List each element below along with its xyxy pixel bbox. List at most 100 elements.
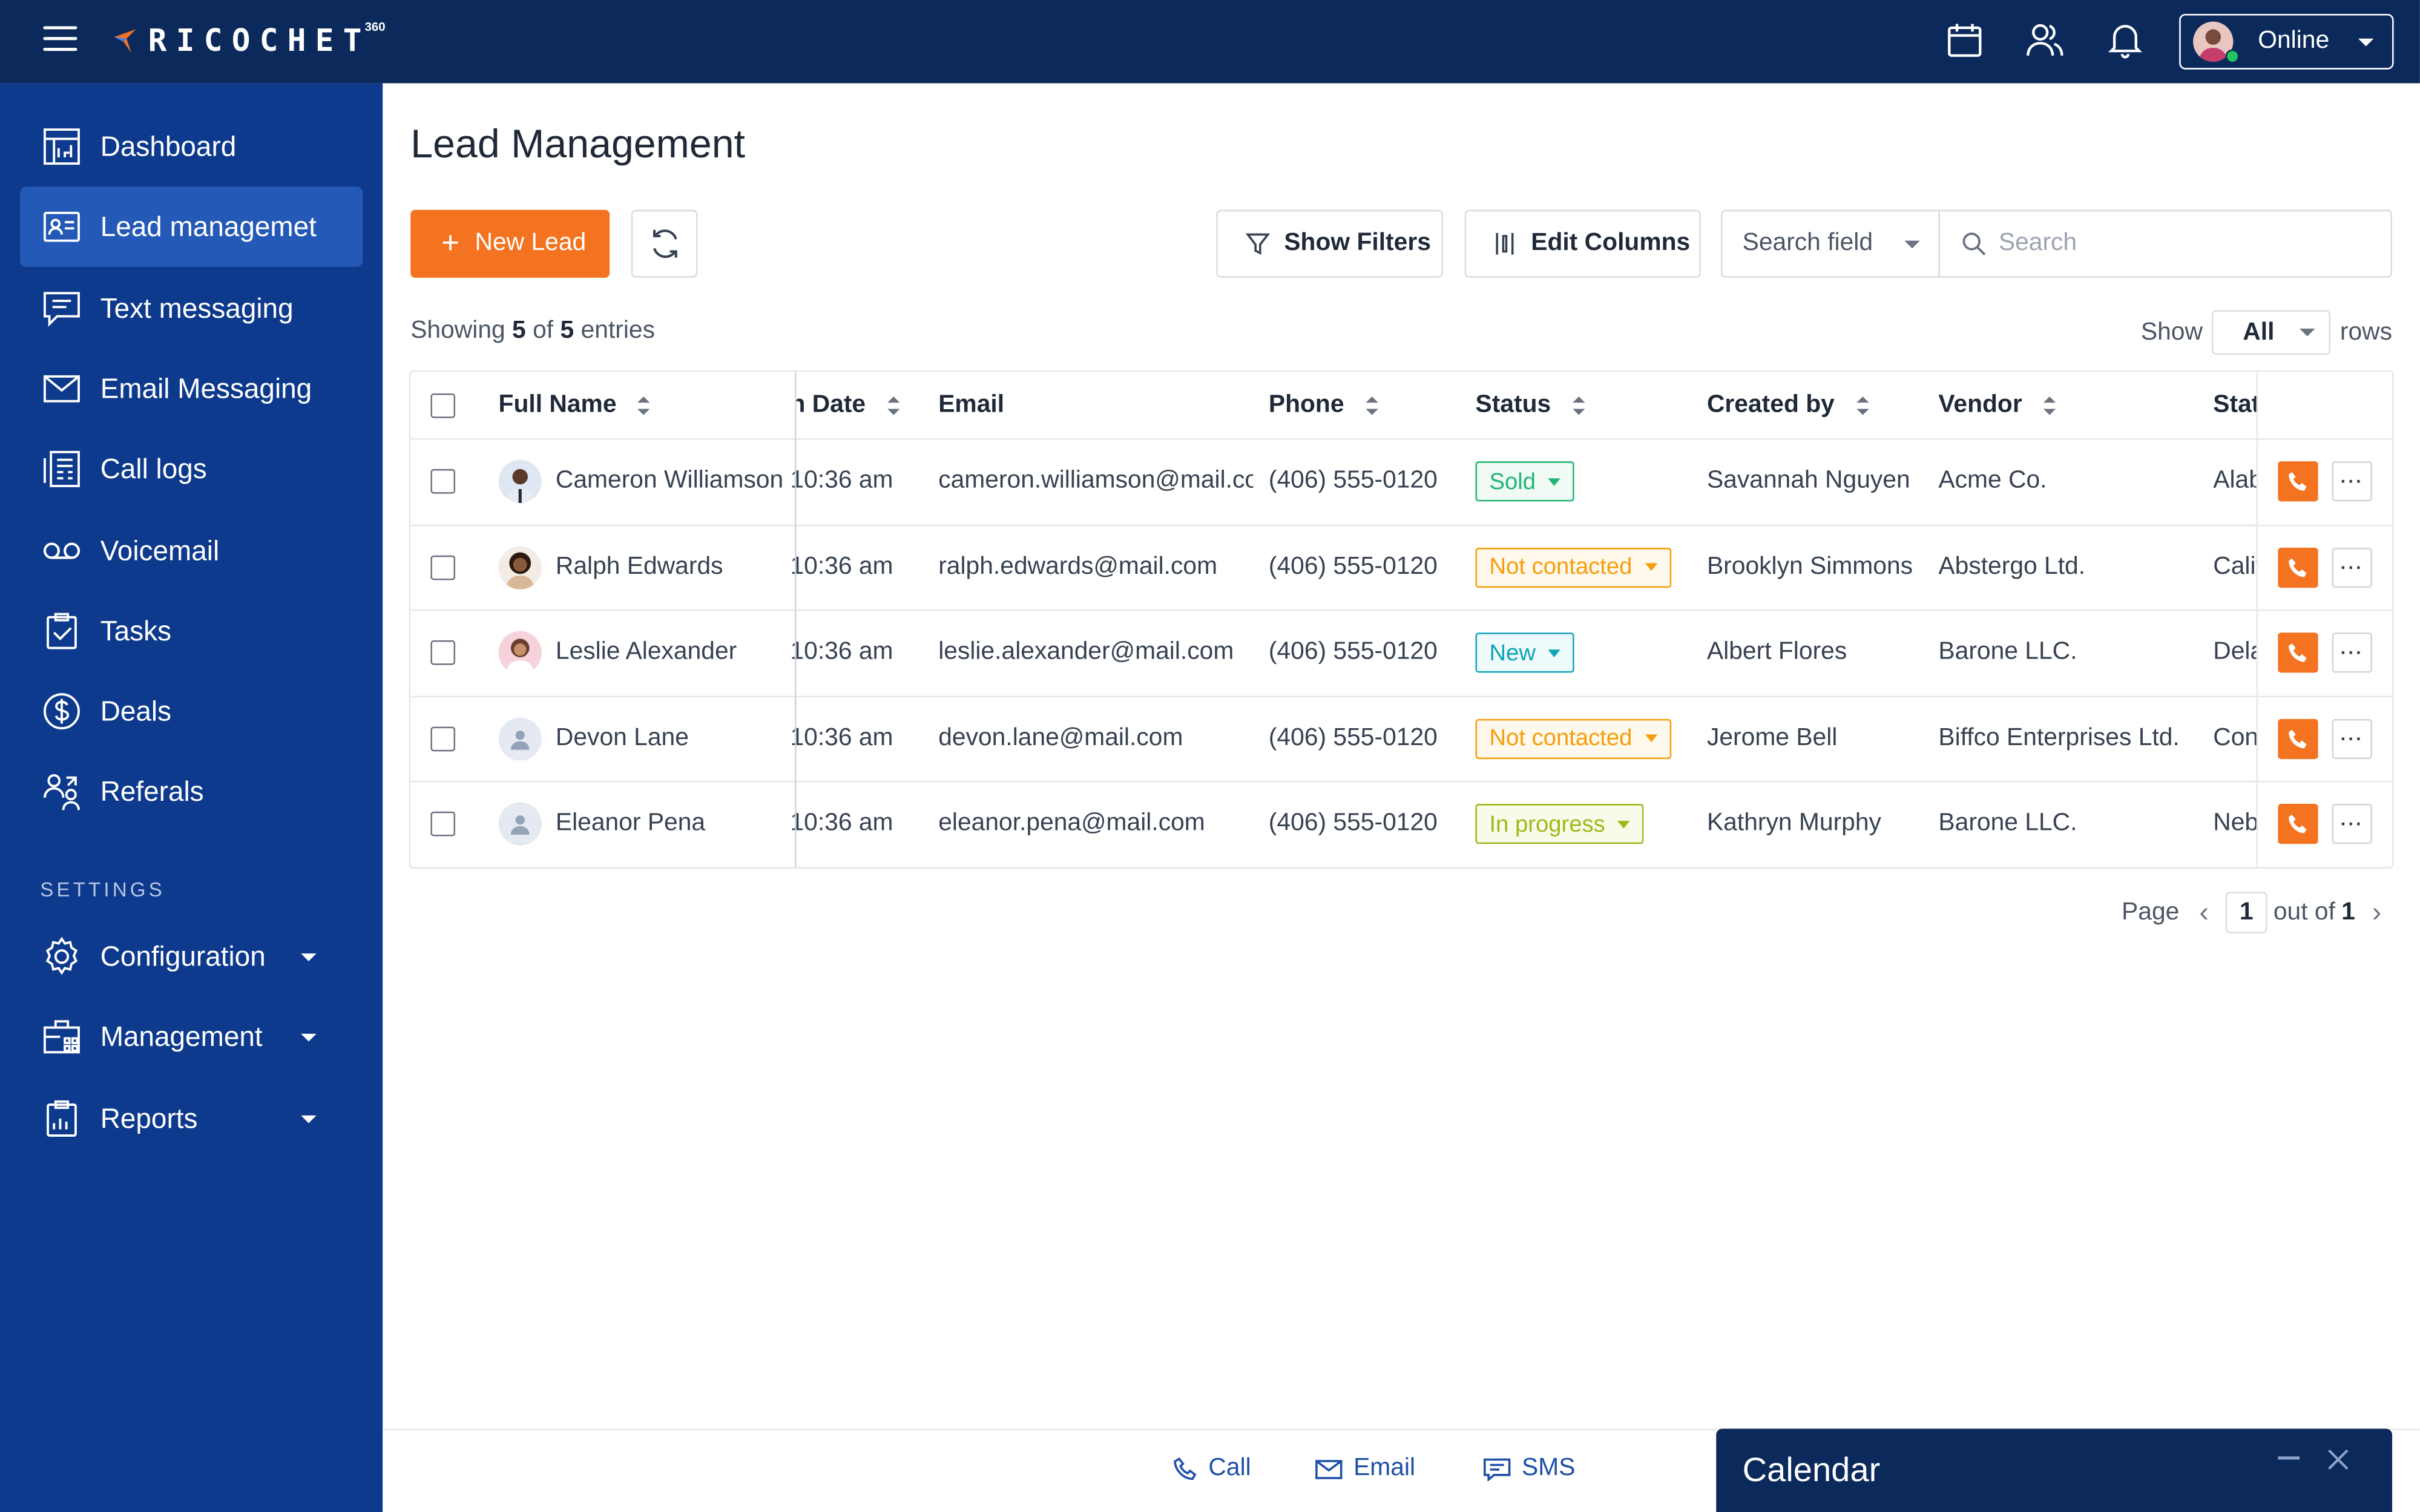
- table-row[interactable]: Leslie Alexander 10:36 am leslie.alexand…: [410, 611, 2393, 697]
- chevron-down-icon: [301, 1033, 317, 1041]
- status-label: In progress: [1489, 811, 1605, 838]
- table-row[interactable]: Ralph Edwards 10:36 am ralph.edwards@mai…: [410, 525, 2393, 611]
- column-header-created-by[interactable]: Created by: [1707, 372, 1869, 438]
- select-all-checkbox[interactable]: [430, 392, 456, 418]
- menu-icon[interactable]: [43, 26, 77, 57]
- entries-summary: Showing 5 of 5 entries: [410, 318, 655, 346]
- lead-name[interactable]: Ralph Edwards: [555, 553, 723, 580]
- call-button[interactable]: [2278, 633, 2318, 674]
- sidebar-item-referals[interactable]: Referals: [20, 751, 363, 832]
- row-checkbox[interactable]: [430, 555, 456, 580]
- status-badge[interactable]: Not contacted: [1475, 718, 1671, 759]
- calendar-panel[interactable]: Calendar: [1716, 1428, 2393, 1512]
- more-options-button[interactable]: ···: [2332, 804, 2372, 844]
- status-badge[interactable]: In progress: [1475, 804, 1644, 844]
- lead-name[interactable]: Eleanor Pena: [555, 810, 706, 837]
- sidebar-item-label: Call logs: [100, 453, 207, 484]
- sidebar-item-text-messaging[interactable]: Text messaging: [20, 269, 363, 349]
- call-button[interactable]: [2278, 718, 2318, 759]
- lead-email[interactable]: eleanor.pena@mail.com: [938, 810, 1205, 837]
- lead-email[interactable]: devon.lane@mail.com: [938, 725, 1183, 751]
- table-row[interactable]: Eleanor Pena 10:36 am eleanor.pena@mail.…: [410, 782, 2393, 867]
- email-action-button[interactable]: Email: [1315, 1455, 1415, 1483]
- dollar-icon: [44, 693, 80, 730]
- more-options-button[interactable]: ···: [2332, 718, 2372, 759]
- more-options-button[interactable]: ···: [2332, 461, 2372, 502]
- dashboard-icon: [44, 128, 80, 165]
- lead-email[interactable]: ralph.edwards@mail.com: [938, 553, 1218, 580]
- sidebar-item-voicemail[interactable]: Voicemail: [20, 511, 363, 591]
- next-page-button[interactable]: ›: [2372, 896, 2382, 927]
- more-options-button[interactable]: ···: [2332, 633, 2372, 674]
- voicemail-icon: [43, 542, 81, 559]
- lead-name[interactable]: Cameron Williamson: [555, 467, 784, 495]
- sms-action-button[interactable]: SMS: [1483, 1455, 1575, 1483]
- status-badge[interactable]: Not contacted: [1475, 547, 1671, 588]
- column-header-phone[interactable]: Phone: [1269, 372, 1378, 438]
- sidebar-item-dashboard[interactable]: Dashboard: [20, 107, 363, 187]
- show-filters-button[interactable]: Show Filters: [1216, 209, 1443, 278]
- brand-logo[interactable]: RICOCHET 360: [111, 19, 386, 59]
- rows-select[interactable]: All: [2212, 310, 2331, 355]
- call-button[interactable]: [2278, 547, 2318, 588]
- column-header-vendor[interactable]: Vendor: [1938, 372, 2056, 438]
- table-row[interactable]: Cameron Williamson 10:36 am cameron.will…: [410, 439, 2393, 525]
- sidebar-item-lead-management[interactable]: Lead managemet: [20, 186, 363, 267]
- showing-count: 5: [512, 318, 526, 344]
- sidebar-item-label: Dashboard: [100, 130, 237, 162]
- lead-name[interactable]: Leslie Alexander: [555, 639, 737, 666]
- search-field-select[interactable]: Search field: [1720, 209, 1940, 278]
- row-checkbox[interactable]: [430, 726, 456, 751]
- lead-email[interactable]: cameron.williamson@mail.co: [938, 467, 1254, 495]
- phone-icon: [2289, 815, 2307, 834]
- sidebar-item-reports[interactable]: Reports: [20, 1079, 363, 1159]
- sidebar-item-configuration[interactable]: Configuration: [20, 916, 363, 997]
- phone-icon: [2289, 729, 2307, 748]
- close-icon[interactable]: [2327, 1449, 2349, 1471]
- column-header-status[interactable]: Status: [1476, 372, 1585, 438]
- columns-icon: [1496, 232, 1514, 255]
- column-label: Stat: [2213, 391, 2257, 418]
- row-checkbox[interactable]: [430, 469, 456, 495]
- edit-columns-button[interactable]: Edit Columns: [1464, 209, 1701, 278]
- previous-page-button[interactable]: ‹: [2199, 896, 2209, 927]
- lead-created-by: Brooklyn Simmons: [1706, 553, 1913, 580]
- more-options-button[interactable]: ···: [2332, 547, 2372, 588]
- column-header-full-name[interactable]: Full Name: [499, 372, 651, 438]
- lead-name[interactable]: Devon Lane: [555, 725, 689, 751]
- sidebar-item-label: Text messaging: [100, 292, 294, 324]
- sidebar-item-label: Reports: [100, 1102, 198, 1134]
- users-icon[interactable]: [2025, 20, 2065, 60]
- column-header-email[interactable]: Email: [938, 372, 1004, 438]
- page-number-input[interactable]: 1: [2225, 892, 2267, 934]
- sidebar-item-call-logs[interactable]: Call logs: [20, 429, 363, 510]
- reports-icon: [47, 1100, 77, 1137]
- search-input[interactable]: [1998, 229, 2369, 258]
- refresh-button[interactable]: [631, 209, 698, 278]
- sidebar-item-email-messaging[interactable]: Email Messaging: [20, 349, 363, 429]
- sidebar-item-deals[interactable]: Deals: [20, 671, 363, 752]
- column-label: Full Name: [498, 391, 617, 418]
- calendar-icon[interactable]: [1945, 20, 1985, 60]
- table-row[interactable]: Devon Lane 10:36 am devon.lane@mail.com …: [410, 696, 2393, 783]
- row-checkbox[interactable]: [430, 640, 456, 666]
- call-button[interactable]: [2278, 461, 2318, 502]
- status-badge[interactable]: Sold: [1475, 461, 1574, 502]
- lead-email[interactable]: leslie.alexander@mail.com: [938, 639, 1234, 666]
- call-button[interactable]: [2278, 804, 2318, 844]
- call-action-button[interactable]: Call: [1173, 1455, 1251, 1483]
- minimize-icon[interactable]: [2278, 1456, 2300, 1460]
- bell-icon[interactable]: [2105, 20, 2145, 60]
- avatar: [2193, 21, 2234, 62]
- new-lead-button[interactable]: + New Lead: [410, 209, 610, 278]
- chevron-down-icon: [2358, 38, 2374, 46]
- chevron-down-icon: [1548, 649, 1560, 657]
- row-checkbox[interactable]: [430, 812, 456, 837]
- column-header-state[interactable]: Stat: [2213, 372, 2256, 438]
- sidebar-item-tasks[interactable]: Tasks: [20, 591, 363, 671]
- column-header-date[interactable]: n Date: [797, 372, 900, 438]
- user-status-dropdown[interactable]: Online: [2179, 13, 2394, 70]
- sidebar-item-management[interactable]: Management: [20, 997, 363, 1077]
- page-title: Lead Management: [410, 120, 746, 167]
- status-badge[interactable]: New: [1475, 633, 1574, 674]
